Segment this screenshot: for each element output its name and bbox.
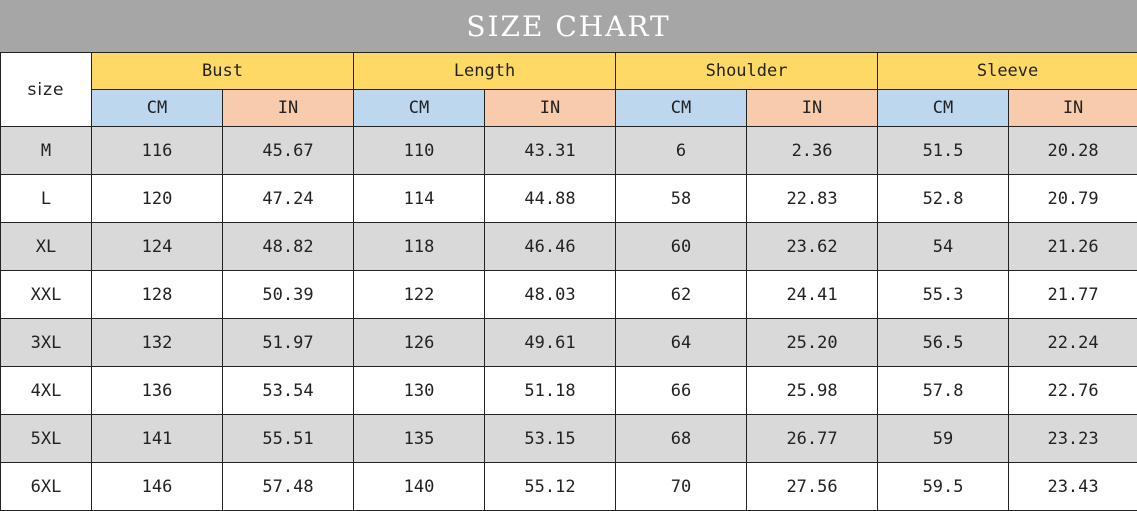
bust-cm-cell: 128 <box>92 271 223 319</box>
size-cell: 4XL <box>1 367 92 415</box>
bust-header: Bust <box>92 53 354 90</box>
sleeve-in-cell: 20.28 <box>1009 127 1137 175</box>
sleeve-cm-cell: 54 <box>878 223 1009 271</box>
sleeve-cm-cell: 55.3 <box>878 271 1009 319</box>
shoulder-cm-cell: 58 <box>616 175 747 223</box>
sleeve-in-cell: 21.77 <box>1009 271 1137 319</box>
bust-in-cell: 47.24 <box>223 175 354 223</box>
sleeve-cm-cell: 51.5 <box>878 127 1009 175</box>
bust-cm-header: CM <box>92 90 223 127</box>
shoulder-in-cell: 2.36 <box>747 127 878 175</box>
bust-in-cell: 48.82 <box>223 223 354 271</box>
size-cell: 3XL <box>1 319 92 367</box>
length-in-cell: 49.61 <box>485 319 616 367</box>
shoulder-in-cell: 24.41 <box>747 271 878 319</box>
shoulder-in-cell: 25.98 <box>747 367 878 415</box>
shoulder-cm-cell: 60 <box>616 223 747 271</box>
bust-in-cell: 55.51 <box>223 415 354 463</box>
table-row: 4XL 136 53.54 130 51.18 66 25.98 57.8 22… <box>1 367 1137 415</box>
length-cm-cell: 118 <box>354 223 485 271</box>
sleeve-cm-cell: 52.8 <box>878 175 1009 223</box>
shoulder-cm-cell: 6 <box>616 127 747 175</box>
sleeve-in-cell: 23.43 <box>1009 463 1137 511</box>
length-in-header: IN <box>485 90 616 127</box>
shoulder-cm-cell: 70 <box>616 463 747 511</box>
size-chart-title: SIZE CHART <box>0 0 1137 52</box>
length-cm-cell: 135 <box>354 415 485 463</box>
size-cell: XL <box>1 223 92 271</box>
shoulder-cm-cell: 68 <box>616 415 747 463</box>
table-row: M 116 45.67 110 43.31 6 2.36 51.5 20.28 <box>1 127 1137 175</box>
length-cm-cell: 110 <box>354 127 485 175</box>
size-chart-table: size Bust Length Shoulder Sleeve CM IN C… <box>0 52 1137 511</box>
sleeve-cm-cell: 56.5 <box>878 319 1009 367</box>
bust-cm-cell: 132 <box>92 319 223 367</box>
shoulder-in-header: IN <box>747 90 878 127</box>
shoulder-in-cell: 22.83 <box>747 175 878 223</box>
size-cell: XXL <box>1 271 92 319</box>
length-cm-cell: 140 <box>354 463 485 511</box>
length-in-cell: 51.18 <box>485 367 616 415</box>
length-in-cell: 53.15 <box>485 415 616 463</box>
shoulder-cm-cell: 64 <box>616 319 747 367</box>
bust-in-cell: 50.39 <box>223 271 354 319</box>
length-cm-cell: 130 <box>354 367 485 415</box>
shoulder-in-cell: 26.77 <box>747 415 878 463</box>
bust-cm-cell: 124 <box>92 223 223 271</box>
sleeve-cm-header: CM <box>878 90 1009 127</box>
table-row: L 120 47.24 114 44.88 58 22.83 52.8 20.7… <box>1 175 1137 223</box>
table-row: XXL 128 50.39 122 48.03 62 24.41 55.3 21… <box>1 271 1137 319</box>
bust-in-header: IN <box>223 90 354 127</box>
size-cell: M <box>1 127 92 175</box>
shoulder-cm-cell: 66 <box>616 367 747 415</box>
length-cm-cell: 114 <box>354 175 485 223</box>
shoulder-in-cell: 25.20 <box>747 319 878 367</box>
length-header: Length <box>354 53 616 90</box>
sleeve-cm-cell: 59 <box>878 415 1009 463</box>
sleeve-in-cell: 20.79 <box>1009 175 1137 223</box>
bust-cm-cell: 116 <box>92 127 223 175</box>
table-row: 3XL 132 51.97 126 49.61 64 25.20 56.5 22… <box>1 319 1137 367</box>
bust-cm-cell: 136 <box>92 367 223 415</box>
group-header-row: size Bust Length Shoulder Sleeve <box>1 53 1137 90</box>
sleeve-in-cell: 22.76 <box>1009 367 1137 415</box>
table-row: 5XL 141 55.51 135 53.15 68 26.77 59 23.2… <box>1 415 1137 463</box>
length-cm-cell: 122 <box>354 271 485 319</box>
length-cm-cell: 126 <box>354 319 485 367</box>
bust-in-cell: 45.67 <box>223 127 354 175</box>
length-cm-header: CM <box>354 90 485 127</box>
bust-cm-cell: 146 <box>92 463 223 511</box>
unit-header-row: CM IN CM IN CM IN CM IN <box>1 90 1137 127</box>
shoulder-header: Shoulder <box>616 53 878 90</box>
bust-cm-cell: 141 <box>92 415 223 463</box>
size-cell: L <box>1 175 92 223</box>
size-column-header: size <box>1 53 92 127</box>
table-row: 6XL 146 57.48 140 55.12 70 27.56 59.5 23… <box>1 463 1137 511</box>
bust-in-cell: 53.54 <box>223 367 354 415</box>
size-cell: 6XL <box>1 463 92 511</box>
shoulder-in-cell: 23.62 <box>747 223 878 271</box>
size-cell: 5XL <box>1 415 92 463</box>
table-row: XL 124 48.82 118 46.46 60 23.62 54 21.26 <box>1 223 1137 271</box>
sleeve-cm-cell: 59.5 <box>878 463 1009 511</box>
sleeve-in-cell: 21.26 <box>1009 223 1137 271</box>
sleeve-in-header: IN <box>1009 90 1137 127</box>
length-in-cell: 55.12 <box>485 463 616 511</box>
length-in-cell: 44.88 <box>485 175 616 223</box>
sleeve-cm-cell: 57.8 <box>878 367 1009 415</box>
shoulder-in-cell: 27.56 <box>747 463 878 511</box>
sleeve-header: Sleeve <box>878 53 1137 90</box>
bust-cm-cell: 120 <box>92 175 223 223</box>
length-in-cell: 48.03 <box>485 271 616 319</box>
shoulder-cm-cell: 62 <box>616 271 747 319</box>
bust-in-cell: 51.97 <box>223 319 354 367</box>
length-in-cell: 46.46 <box>485 223 616 271</box>
length-in-cell: 43.31 <box>485 127 616 175</box>
sleeve-in-cell: 22.24 <box>1009 319 1137 367</box>
shoulder-cm-header: CM <box>616 90 747 127</box>
sleeve-in-cell: 23.23 <box>1009 415 1137 463</box>
bust-in-cell: 57.48 <box>223 463 354 511</box>
